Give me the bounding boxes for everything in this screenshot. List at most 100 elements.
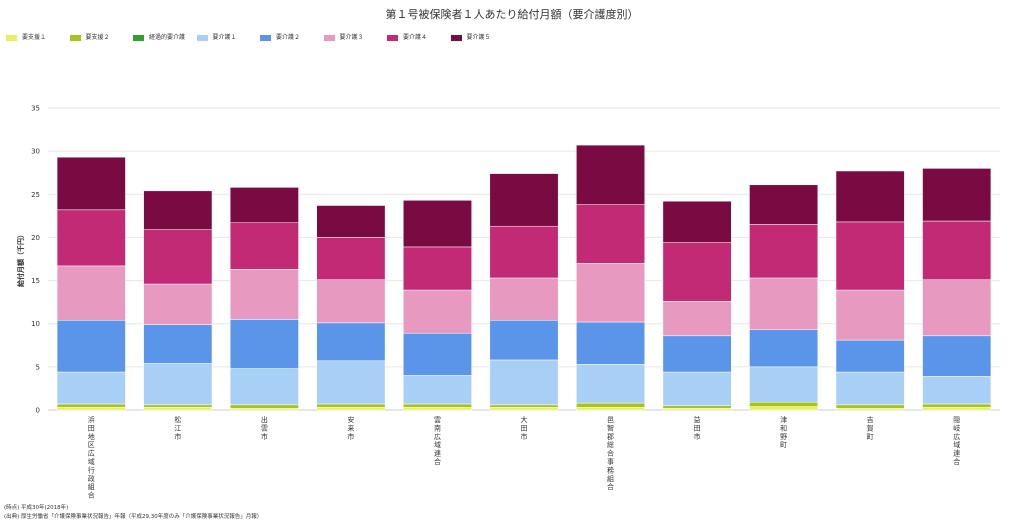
bar-segment[interactable] <box>749 401 819 407</box>
legend-swatch <box>69 35 81 41</box>
legend-label: 要介護５ <box>466 34 491 41</box>
bar-segment[interactable] <box>576 364 645 404</box>
bar-segment[interactable] <box>143 363 213 406</box>
bar-segment[interactable] <box>922 376 992 405</box>
y-tick-label: 35 <box>31 105 40 113</box>
bar-segment[interactable] <box>835 221 905 291</box>
bar-segment[interactable] <box>489 173 559 227</box>
bar-segment[interactable] <box>922 279 992 337</box>
bar-segment[interactable] <box>229 222 299 270</box>
bar-segment[interactable] <box>662 405 732 409</box>
y-axis-label: 給付月額（千円） <box>16 231 25 287</box>
legend-swatch <box>450 35 462 41</box>
y-tick-label: 30 <box>31 148 40 156</box>
bar-segment[interactable] <box>229 187 299 224</box>
bar-segment[interactable] <box>143 283 213 325</box>
bar-segment[interactable] <box>229 319 299 369</box>
footnote: (時点) 平成30年(2018年) (出典) 厚生労働省「介護保険事業状況報告」… <box>4 504 262 522</box>
x-tick-label: 松江市 <box>174 415 181 441</box>
bar-segment[interactable] <box>229 368 299 406</box>
bar-segment[interactable] <box>143 229 213 285</box>
bar-segment[interactable] <box>576 321 645 365</box>
bar-segment[interactable] <box>576 204 645 264</box>
bar-segment[interactable] <box>749 406 819 411</box>
bar-segment[interactable] <box>489 277 559 321</box>
bar-segment[interactable] <box>316 279 386 324</box>
bar-segment[interactable] <box>143 324 213 364</box>
bar-segment[interactable] <box>922 403 992 408</box>
bar-segment[interactable] <box>662 408 732 411</box>
bar-segment[interactable] <box>576 144 645 205</box>
bar-segment[interactable] <box>489 320 559 361</box>
bar-segment[interactable] <box>489 407 559 411</box>
bar-segment[interactable] <box>316 205 386 238</box>
y-tick-label: 25 <box>31 191 40 199</box>
bar-segment[interactable] <box>229 408 299 411</box>
bar-segment[interactable] <box>576 407 645 411</box>
bar-segment[interactable] <box>56 371 126 405</box>
stacked-bar-chart: 0 5 10 15 20 25 30 35 給付月額（千円） 浜田地区広域行政組合 松江市 出雲市 安来… <box>16 105 1000 500</box>
bar-segment[interactable] <box>316 322 386 362</box>
bar-segment[interactable] <box>489 404 559 408</box>
footnote-source: (出典) 厚生労働省「介護保険事業状況報告」年報（平成29,30年度のみ「介護保… <box>4 514 263 520</box>
bar-segment[interactable] <box>403 403 472 408</box>
bar-segment[interactable] <box>662 200 732 243</box>
x-tick-label: 浜田地区広域行政組合 <box>88 415 95 500</box>
x-tick-label: 邑智郡総合事務組合 <box>607 416 614 491</box>
bar-segment[interactable] <box>403 407 472 411</box>
bar-segment[interactable] <box>56 407 126 411</box>
bar-segment[interactable] <box>922 335 992 377</box>
bar-segment[interactable] <box>403 289 472 334</box>
bar-segment[interactable] <box>56 265 126 321</box>
x-tick-label: 益田市 <box>694 415 701 441</box>
bar-segment[interactable] <box>403 200 472 248</box>
bar-segment[interactable] <box>316 237 386 280</box>
bar-segment[interactable] <box>316 360 386 405</box>
bar-segment[interactable] <box>749 224 819 279</box>
bar-segment[interactable] <box>403 246 472 291</box>
bar-segment[interactable] <box>229 404 299 409</box>
bar-segment[interactable] <box>835 408 905 411</box>
bar-segment[interactable] <box>749 366 819 403</box>
bar-segment[interactable] <box>56 320 126 373</box>
bar-segment[interactable] <box>922 220 992 280</box>
bar-segment[interactable] <box>403 332 472 376</box>
bar-segment[interactable] <box>835 170 905 223</box>
bar-segment[interactable] <box>143 190 213 230</box>
bar-segment[interactable] <box>576 402 645 408</box>
bar-segment[interactable] <box>316 407 386 411</box>
bar-segment[interactable] <box>662 371 732 406</box>
x-tick-label: 大田市 <box>521 415 528 441</box>
bar-segment[interactable] <box>56 209 126 267</box>
legend-swatch <box>260 35 271 41</box>
legend-label: 要介護２ <box>276 34 301 41</box>
bar-segment[interactable] <box>662 301 732 337</box>
x-tick-label: 吉賀町 <box>867 416 874 441</box>
bar-segment[interactable] <box>143 404 213 408</box>
bar-segment[interactable] <box>835 339 905 373</box>
x-tick-label: 安来市 <box>347 415 354 441</box>
bar-segment[interactable] <box>489 225 559 279</box>
bar-segment[interactable] <box>489 359 559 406</box>
bar-segment[interactable] <box>835 289 905 341</box>
bar-segment[interactable] <box>749 277 819 331</box>
bar-segment[interactable] <box>922 168 992 222</box>
bar-segment[interactable] <box>662 335 732 373</box>
bar-segment[interactable] <box>56 403 126 408</box>
legend-label: 要介護１ <box>212 34 237 41</box>
legend-label: 要介護３ <box>339 34 364 41</box>
y-tick-label: 15 <box>31 277 40 285</box>
bar-segment[interactable] <box>143 407 213 411</box>
bar-segment[interactable] <box>56 156 126 211</box>
bar-segment[interactable] <box>922 407 992 411</box>
y-tick-label: 0 <box>36 407 40 415</box>
bar-segment[interactable] <box>749 329 819 368</box>
bar-segment[interactable] <box>835 404 905 409</box>
bar-segment[interactable] <box>576 263 645 323</box>
bar-segment[interactable] <box>316 403 386 408</box>
bar-segment[interactable] <box>403 375 472 405</box>
bar-segment[interactable] <box>835 371 905 406</box>
bar-segment[interactable] <box>749 184 819 225</box>
bar-segment[interactable] <box>662 242 732 302</box>
bar-segment[interactable] <box>229 269 299 320</box>
